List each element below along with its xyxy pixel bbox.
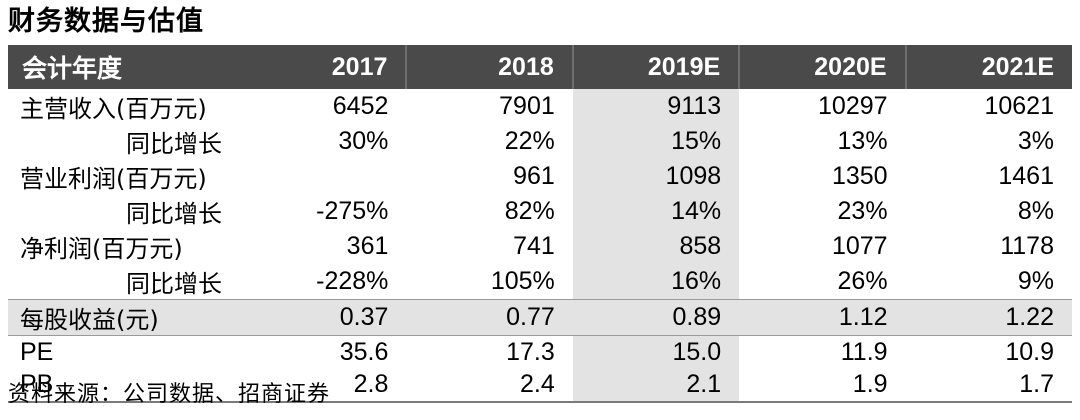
table-cell: 2.4 bbox=[406, 368, 573, 404]
table-cell: 1.12 bbox=[739, 299, 906, 336]
table-cell: 1.7 bbox=[905, 368, 1072, 404]
table-cell: 10.9 bbox=[905, 334, 1072, 369]
header-year-2018: 2018 bbox=[405, 45, 573, 89]
table-row-operating-profit-growth: 同比增长 -275% 82% 14% 23% 8% bbox=[8, 194, 1072, 229]
row-label: 同比增长 bbox=[126, 130, 222, 158]
header-label: 会计年度 bbox=[8, 45, 240, 89]
table-cell: 13% bbox=[837, 127, 888, 155]
table-cell: -275% bbox=[316, 197, 389, 225]
row-label: PB bbox=[8, 368, 240, 404]
header-row: 会计年度 2017 2018 2019E 2020E 2021E bbox=[8, 45, 1072, 89]
header-year-2017: 2017 bbox=[240, 45, 407, 89]
row-label: 同比增长 bbox=[126, 270, 222, 298]
table-cell: 961 bbox=[513, 162, 555, 190]
table-cell: 1098 bbox=[572, 159, 740, 194]
table-row-pb: PB 2.8 2.4 2.1 1.9 1.7 bbox=[8, 368, 1072, 404]
table-cell: 10621 bbox=[984, 92, 1054, 120]
table-cell: 16% bbox=[572, 264, 740, 300]
table-cell: 0.89 bbox=[572, 299, 740, 336]
header-year-2020e: 2020E bbox=[738, 45, 906, 89]
table-cell: 1.22 bbox=[905, 299, 1072, 336]
row-label: PE bbox=[8, 334, 240, 369]
row-label: 同比增长 bbox=[126, 200, 222, 228]
source-note: 资料来源：公司数据、招商证券 bbox=[8, 382, 331, 407]
table-cell: 10297 bbox=[818, 92, 888, 120]
table-cell: 8% bbox=[1017, 197, 1054, 225]
table-row-revenue: 主营收入(百万元) 6452 7901 9113 10297 10621 bbox=[8, 89, 1072, 124]
table-row-pe: PE 35.6 17.3 15.0 11.9 10.9 bbox=[8, 334, 1072, 369]
header-year-2019e: 2019E bbox=[571, 45, 740, 89]
table-cell: 35.6 bbox=[240, 334, 407, 369]
table-cell: 22% bbox=[504, 127, 555, 155]
table-cell: 1178 bbox=[1000, 232, 1054, 260]
table-cell: 11.9 bbox=[739, 334, 906, 369]
table-cell: 858 bbox=[572, 229, 740, 264]
table-cell: 9113 bbox=[572, 89, 740, 124]
table-cell: 26% bbox=[837, 267, 888, 295]
table-cell: 105% bbox=[490, 267, 555, 295]
table-cell bbox=[240, 159, 406, 194]
table-row-net-profit-growth: 同比增长 -228% 105% 16% 26% 9% bbox=[8, 264, 1072, 300]
table-title: 财务数据与估值 bbox=[8, 6, 204, 37]
table-cell: 30% bbox=[338, 127, 389, 155]
row-label: 营业利润(百万元) bbox=[20, 165, 207, 193]
table-cell: -228% bbox=[316, 267, 389, 295]
table-cell: 1461 bbox=[998, 162, 1054, 190]
table-cell: 7901 bbox=[499, 92, 555, 120]
table-cell: 14% bbox=[572, 194, 740, 229]
table-cell: 82% bbox=[504, 197, 555, 225]
table-cell: 2.8 bbox=[240, 368, 407, 404]
table-row-operating-profit: 营业利润(百万元) 961 1098 1350 1461 bbox=[8, 159, 1072, 194]
table-cell: 23% bbox=[837, 197, 888, 225]
table-cell: 0.77 bbox=[406, 299, 573, 336]
table-cell: 1.9 bbox=[739, 368, 906, 404]
table-row-net-profit: 净利润(百万元) 361 741 858 1077 1178 bbox=[8, 229, 1072, 264]
table-cell: 9% bbox=[1017, 267, 1054, 295]
table-cell: 17.3 bbox=[406, 334, 573, 369]
table-cell: 1350 bbox=[831, 162, 888, 190]
table-cell: 3% bbox=[1017, 127, 1054, 155]
table-row-revenue-growth: 同比增长 30% 22% 15% 13% 3% bbox=[8, 124, 1072, 159]
table-cell: 361 bbox=[346, 232, 389, 260]
table-cell: 741 bbox=[513, 232, 555, 260]
table-cell: 15.0 bbox=[572, 334, 740, 369]
table-cell: 2.1 bbox=[572, 368, 740, 404]
table-cell: 15% bbox=[572, 124, 740, 159]
table-row-eps: 每股收益(元) 0.37 0.77 0.89 1.12 1.22 bbox=[8, 299, 1072, 336]
row-label: 主营收入(百万元) bbox=[20, 95, 207, 123]
header-year-2021e: 2021E bbox=[904, 45, 1072, 89]
row-label: 每股收益(元) bbox=[8, 299, 240, 336]
table-cell: 6452 bbox=[332, 92, 389, 120]
row-label: 净利润(百万元) bbox=[20, 235, 183, 263]
financial-data-table: 会计年度 2017 2018 2019E 2020E 2021E 主营收入(百万… bbox=[8, 45, 1072, 404]
table-cell: 1077 bbox=[831, 232, 888, 260]
table-cell: 0.37 bbox=[240, 299, 407, 336]
